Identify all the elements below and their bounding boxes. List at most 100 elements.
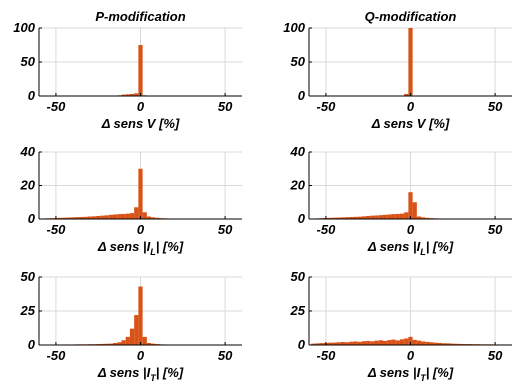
histogram-bar bbox=[353, 341, 358, 345]
histogram-bar bbox=[155, 217, 160, 219]
histogram-bar bbox=[100, 343, 105, 345]
histogram-bar bbox=[408, 28, 413, 96]
histogram-bar bbox=[319, 343, 324, 345]
histogram-bar bbox=[129, 328, 135, 345]
x-tick-label: -50 bbox=[317, 99, 337, 114]
histogram-bar bbox=[442, 343, 447, 345]
histogram-bar bbox=[349, 216, 354, 219]
x-tick-label: 0 bbox=[407, 348, 415, 363]
y-tick-label: 25 bbox=[20, 303, 36, 318]
histogram-bar bbox=[387, 340, 392, 345]
histogram-bar bbox=[62, 217, 67, 219]
histogram-bar bbox=[404, 338, 409, 345]
panel-title: P-modification bbox=[95, 9, 185, 24]
histogram-bar bbox=[138, 45, 143, 96]
panel-title: Q-modification bbox=[365, 9, 457, 24]
histogram-bar bbox=[446, 343, 451, 345]
histogram-bar bbox=[129, 93, 135, 96]
histogram-bar bbox=[100, 215, 105, 219]
histogram-bar bbox=[66, 217, 71, 219]
histogram-bar bbox=[408, 336, 413, 345]
x-tick-label: -50 bbox=[47, 222, 67, 237]
y-tick-label: 50 bbox=[21, 269, 36, 284]
histogram-bar bbox=[429, 342, 434, 345]
x-tick-label: 50 bbox=[218, 348, 233, 363]
histogram-bar bbox=[370, 215, 375, 219]
histogram-bar bbox=[91, 216, 97, 219]
histogram-bar bbox=[151, 343, 156, 345]
y-tick-label: 100 bbox=[13, 20, 35, 35]
x-tick-label: -50 bbox=[47, 99, 67, 114]
histogram-panel-2: 0 50 100 -50 0 50 Δ sens V [%] Q-modification bbox=[283, 9, 512, 131]
histogram-bar bbox=[344, 342, 350, 345]
histogram-bar bbox=[370, 341, 375, 345]
histogram-bar bbox=[366, 215, 371, 219]
histogram-bar bbox=[391, 339, 396, 345]
histogram-bar bbox=[142, 212, 147, 219]
y-tick-label: 0 bbox=[28, 211, 36, 226]
histogram-bar bbox=[412, 339, 417, 345]
y-tick-label: 50 bbox=[21, 54, 36, 69]
histogram-panel-5: 0 25 50 -50 0 50 Δ sens |IT| [%] bbox=[20, 269, 242, 383]
histogram-bar bbox=[421, 341, 426, 345]
histogram-bar bbox=[391, 214, 396, 219]
histogram-bar bbox=[96, 215, 101, 219]
histogram-bar bbox=[404, 93, 409, 96]
histogram-bar bbox=[378, 215, 384, 219]
y-tick-label: 25 bbox=[290, 303, 306, 318]
y-tick-label: 20 bbox=[290, 178, 306, 193]
histogram-bar bbox=[129, 213, 135, 219]
histogram-bar bbox=[113, 342, 118, 345]
histogram-bar bbox=[361, 216, 367, 219]
histogram-bar bbox=[311, 343, 316, 345]
histogram-bar bbox=[387, 214, 392, 219]
histogram-bar bbox=[374, 215, 379, 219]
histogram-bar bbox=[151, 217, 156, 219]
x-axis-label: Δ sens V [%] bbox=[101, 116, 180, 131]
histogram-bar bbox=[416, 216, 422, 219]
histogram-bar bbox=[108, 214, 114, 219]
histogram-bar bbox=[399, 339, 405, 345]
histogram-bar bbox=[332, 342, 337, 345]
histogram-bar bbox=[70, 217, 75, 219]
x-tick-label: 0 bbox=[137, 222, 145, 237]
histogram-bar bbox=[138, 168, 143, 219]
histogram-bar bbox=[366, 340, 371, 345]
histogram-bar bbox=[349, 341, 354, 345]
histogram-bar bbox=[142, 336, 147, 345]
histogram-bar bbox=[104, 215, 109, 219]
histogram-bar bbox=[125, 213, 130, 219]
histogram-bar bbox=[332, 217, 337, 219]
histogram-bar bbox=[408, 192, 413, 219]
y-tick-label: 50 bbox=[291, 54, 306, 69]
histogram-bar bbox=[340, 342, 345, 345]
histogram-bar bbox=[336, 217, 341, 219]
histogram-bar bbox=[395, 340, 400, 345]
histogram-bar bbox=[357, 341, 362, 345]
histogram-bar bbox=[378, 340, 384, 345]
histogram-bar bbox=[328, 217, 333, 219]
histogram-bar bbox=[117, 342, 122, 345]
y-tick-label: 50 bbox=[291, 269, 306, 284]
histogram-bar bbox=[344, 217, 350, 219]
histogram-bar bbox=[421, 217, 426, 219]
histogram-bar bbox=[113, 214, 118, 219]
histogram-bar bbox=[425, 341, 430, 345]
x-axis-label: Δ sens |IT| [%] bbox=[367, 365, 454, 383]
histogram-bar bbox=[87, 216, 92, 219]
x-axis-label: Δ sens V [%] bbox=[371, 116, 450, 131]
histogram-bar bbox=[412, 202, 417, 219]
y-tick-label: 0 bbox=[28, 88, 36, 103]
histogram-bar bbox=[134, 207, 139, 219]
y-tick-label: 40 bbox=[20, 144, 36, 159]
histogram-bar bbox=[79, 216, 84, 219]
histogram-bar bbox=[361, 341, 367, 345]
histogram-bar bbox=[146, 216, 152, 219]
x-tick-label: 50 bbox=[218, 99, 233, 114]
histogram-bar bbox=[450, 343, 455, 345]
histogram-bar bbox=[125, 336, 130, 345]
histogram-panel-6: 0 25 50 -50 0 50 Δ sens |IT| [%] bbox=[290, 269, 512, 383]
histogram-bar bbox=[315, 343, 320, 345]
y-tick-label: 40 bbox=[290, 144, 306, 159]
